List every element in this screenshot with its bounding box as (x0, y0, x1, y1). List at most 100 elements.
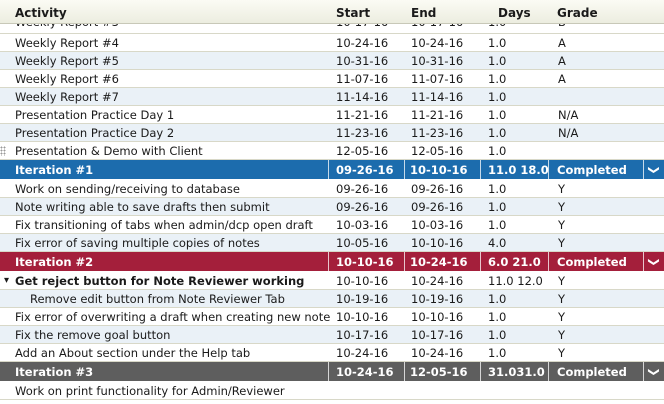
cell-activity: Weekly Report #4 (15, 36, 119, 50)
cell-days: 1.0 (488, 108, 507, 122)
cell-days: 1.0 (488, 24, 506, 28)
cell-activity: Weekly Report #3 (15, 24, 119, 28)
cell-days: 1.0 (488, 328, 507, 342)
table-row[interactable]: Add an About section under the Help tab … (0, 344, 664, 362)
iteration-start: 09-26-16 (336, 163, 394, 177)
cell-grade: A (558, 36, 566, 50)
chevron-down-icon[interactable]: ❯ (643, 252, 664, 272)
column-divider (480, 160, 481, 180)
table-row[interactable]: Remove edit button from Note Reviewer Ta… (0, 290, 664, 308)
cell-activity: Presentation Practice Day 1 (15, 108, 175, 122)
iteration-end: 12-05-16 (410, 365, 468, 379)
column-header-grade[interactable]: Grade (557, 6, 598, 20)
table-row[interactable]: Fix transitioning of tabs when admin/dcp… (0, 216, 664, 234)
cell-end: 09-26-16 (411, 200, 464, 214)
column-header-activity[interactable]: Activity (15, 6, 67, 20)
column-header-end[interactable]: End (411, 6, 437, 20)
iteration-status: Completed (557, 365, 627, 379)
table-row[interactable]: Fix error of overwriting a draft when cr… (0, 308, 664, 326)
cell-activity: Add an About section under the Help tab (15, 346, 251, 360)
cell-start: 10-31-16 (336, 54, 389, 68)
table-row[interactable]: Weekly Report #6 11-07-16 11-07-16 1.0 A (0, 70, 664, 88)
iteration-2-header[interactable]: Iteration #2 10-10-16 10-24-16 6.0 21.0 … (0, 252, 664, 272)
iteration-days: 6.0 21.0 (488, 255, 541, 269)
table-row-parent[interactable]: ▾ Get reject button for Note Reviewer wo… (0, 272, 664, 290)
cell-days: 1.0 (488, 72, 507, 86)
cell-grade: Y (558, 310, 566, 324)
cell-days: 1.0 (488, 36, 507, 50)
table-row[interactable]: Presentation Practice Day 1 11-21-16 11-… (0, 106, 664, 124)
cell-grade: Y (558, 292, 566, 306)
cell-start: 10-10-16 (336, 310, 389, 324)
column-divider (328, 160, 329, 180)
table-row[interactable]: Weekly Report #7 11-14-16 11-14-16 1.0 (0, 88, 664, 106)
column-header-start[interactable]: Start (336, 6, 371, 20)
expand-toggle-icon[interactable]: ▾ (4, 275, 10, 286)
cell-start: 11-07-16 (336, 72, 389, 86)
cell-grade: Y (558, 236, 566, 250)
cell-grade: Y (558, 346, 566, 360)
iteration-1-header[interactable]: Iteration #1 09-26-16 10-10-16 11.0 18.0… (0, 160, 664, 180)
iteration-status: Completed (557, 255, 627, 269)
cell-grade: Y (558, 200, 566, 214)
cell-start: 09-26-16 (336, 182, 389, 196)
iteration-end: 10-10-16 (410, 163, 468, 177)
cell-days: 11.0 12.0 (488, 274, 543, 288)
cell-end: 12-05-16 (411, 144, 464, 158)
cell-activity: Fix the remove goal button (15, 328, 171, 342)
iteration-start: 10-24-16 (336, 365, 394, 379)
column-divider (328, 252, 329, 272)
cell-grade: A (558, 54, 566, 68)
cell-days: 1.0 (488, 292, 507, 306)
column-header-days[interactable]: Days (498, 6, 531, 20)
cell-start: 11-21-16 (336, 108, 389, 122)
cell-days: 1.0 (488, 144, 507, 158)
column-divider (548, 252, 549, 272)
cell-days: 1.0 (488, 90, 507, 104)
iteration-title: Iteration #3 (15, 365, 94, 379)
table-row[interactable]: Weekly Report #4 10-24-16 10-24-16 1.0 A (0, 34, 664, 52)
column-divider (480, 252, 481, 272)
iteration-title: Iteration #1 (15, 163, 94, 177)
cell-grade: Y (558, 274, 566, 288)
table-row[interactable]: Work on sending/receiving to database 09… (0, 180, 664, 198)
iteration-start: 10-10-16 (336, 255, 394, 269)
table-row[interactable]: Presentation & Demo with Client 12-05-16… (0, 142, 664, 160)
cell-end: 10-24-16 (411, 36, 464, 50)
table-row[interactable]: Note writing able to save drafts then su… (0, 198, 664, 216)
cell-grade: Y (558, 218, 566, 232)
iteration-3-header[interactable]: Iteration #3 10-24-16 12-05-16 31.031.0 … (0, 362, 664, 382)
table-row[interactable]: Weekly Report #5 10-31-16 10-31-16 1.0 A (0, 52, 664, 70)
cell-grade: Y (558, 328, 566, 342)
chevron-down-icon[interactable]: ❯ (643, 362, 664, 382)
cell-start: 10-24-16 (336, 346, 389, 360)
cell-activity: Fix error of overwriting a draft when cr… (15, 310, 331, 324)
iteration-days: 31.031.0 (488, 365, 545, 379)
drag-handle-icon[interactable] (0, 146, 6, 156)
column-divider (548, 362, 549, 382)
column-divider (404, 362, 405, 382)
column-divider (404, 252, 405, 272)
table-row[interactable]: Fix the remove goal button 10-17-16 10-1… (0, 326, 664, 344)
chevron-down-icon[interactable]: ❯ (643, 160, 664, 180)
cell-start: 10-10-16 (336, 274, 389, 288)
table-row[interactable]: Work on print functionality for Admin/Re… (0, 382, 664, 400)
cell-activity: Presentation Practice Day 2 (15, 126, 175, 140)
cell-days: 1.0 (488, 218, 507, 232)
table-row[interactable]: Fix error of saving multiple copies of n… (0, 234, 664, 252)
cell-end: 10-31-16 (411, 54, 464, 68)
cell-days: 1.0 (488, 346, 507, 360)
cell-days: 4.0 (488, 236, 507, 250)
cell-activity: Note writing able to save drafts then su… (15, 200, 270, 214)
cell-end: 10-24-16 (411, 346, 464, 360)
table-row[interactable]: Presentation Practice Day 2 11-23-16 11-… (0, 124, 664, 142)
cell-end: 11-07-16 (411, 72, 464, 86)
cell-days: 1.0 (488, 200, 507, 214)
iteration-title: Iteration #2 (15, 255, 94, 269)
cell-end: 10-17-16 (411, 24, 463, 28)
cell-end: 10-19-16 (411, 292, 464, 306)
cell-start: 10-05-16 (336, 236, 389, 250)
cell-activity: Presentation & Demo with Client (15, 144, 203, 158)
table-row[interactable]: Weekly Report #3 10-17-16 10-17-16 1.0 B (0, 24, 664, 34)
cell-end: 10-10-16 (411, 236, 464, 250)
